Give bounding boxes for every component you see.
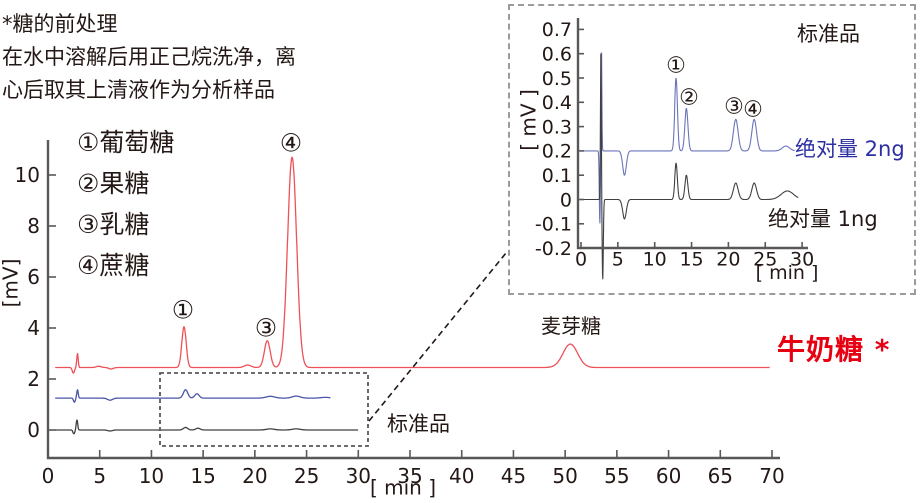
inset-peak1-marker: ①: [666, 53, 686, 79]
note-line-3: 心后取其上清液作为分析样品: [2, 78, 275, 102]
main-standard-label: 标准品: [387, 412, 450, 436]
note-line-1: *糖的前处理: [2, 12, 118, 36]
legend-item-glucose: ①葡萄糖: [77, 128, 175, 157]
sample-prep-note: *糖的前处理 在水中溶解后用正己烷洗净，离 心后取其上清液作为分析样品: [2, 8, 296, 107]
legend-item-fructose: ②果糖: [77, 169, 150, 198]
main-x-tick-label: 55: [604, 464, 629, 488]
inset-x-tick-label: 25: [753, 249, 777, 271]
main-x-tick-label: 60: [656, 464, 681, 488]
main-x-tick-label: 0: [42, 464, 55, 488]
main-peak3-marker: ③: [254, 313, 278, 343]
inset-x-tick-label: 30: [790, 249, 814, 271]
inset-x-tick-label: 10: [643, 249, 667, 271]
main-x-tick-label: 15: [190, 464, 215, 488]
inset-x-tick-label: 5: [612, 249, 624, 271]
legend-item-lactose: ③乳糖: [77, 210, 150, 239]
main-x-tick-label: 5: [93, 464, 106, 488]
sample-name-label: 牛奶糖 *: [777, 333, 891, 366]
maltose-peak-label: 麦芽糖: [541, 314, 601, 338]
inset-y-tick-label: 0.2: [542, 141, 572, 163]
inset-peak3-marker: ③: [724, 94, 744, 120]
note-line-2: 在水中溶解后用正己烷洗净，离: [2, 45, 296, 69]
inset-standard-label: 标准品: [797, 22, 860, 46]
inset-peak4-marker: ④: [743, 97, 763, 123]
peak-legend: ①葡萄糖 ②果糖 ③乳糖 ④蔗糖: [77, 122, 174, 286]
main-y-tick-label: 8: [27, 214, 40, 238]
main-y-tick-label: 0: [27, 418, 40, 442]
main-y-tick-label: 6: [27, 265, 40, 289]
main-x-tick-label: 10: [139, 464, 164, 488]
inset-zoom-frame: [508, 4, 916, 295]
main-peak4-marker: ④: [279, 128, 303, 158]
main-x-tick-label: 35: [397, 464, 422, 488]
main-x-tick-label: 30: [346, 464, 371, 488]
trace-inset-1ng: [583, 53, 799, 280]
inset-y-tick-label: -0.2: [535, 238, 572, 260]
inset-y-tick-label: 0.3: [542, 116, 572, 138]
inset-x-tick-label: 15: [679, 249, 703, 271]
inset-y-tick-label: 0.6: [542, 44, 572, 66]
main-x-tick-label: 50: [552, 464, 577, 488]
inset-y-tick-label: 0.1: [542, 165, 572, 187]
trace-inset-2ng: [583, 52, 795, 224]
inset-y-tick-label: 0.4: [542, 92, 572, 114]
inset-peak2-marker: ②: [679, 85, 699, 111]
trace-standard-2ng: [55, 389, 331, 403]
main-y-tick-label: 10: [15, 163, 40, 187]
main-x-axis-unit: [ min ]: [369, 475, 437, 500]
main-x-tick-label: 65: [708, 464, 733, 488]
main-y-axis-unit: [mV]: [0, 258, 23, 308]
inset-amount-2ng-label: 绝对量 2ng: [795, 137, 905, 161]
zoom-connector-line: [368, 252, 507, 422]
trace-sample-milk-candy: [55, 156, 770, 374]
zoom-region-box: [159, 372, 369, 447]
inset-x-tick-label: 20: [716, 249, 740, 271]
main-x-tick-label: 40: [449, 464, 474, 488]
inset-x-tick-label: 0: [575, 249, 587, 271]
inset-amount-1ng-label: 绝对量 1ng: [768, 207, 878, 231]
inset-chart-group: 0 5 10 15 20 25 300.70.60.50.40.30.20.10-0.1-0…: [535, 18, 814, 280]
legend-item-sucrose: ④蔗糖: [77, 251, 150, 280]
main-y-tick-label: 4: [27, 316, 40, 340]
main-x-tick-label: 70: [759, 464, 784, 488]
inset-y-axis-unit: [ mV ]: [516, 89, 541, 151]
trace-standard-1ng: [55, 419, 359, 435]
main-x-tick-label: 20: [242, 464, 267, 488]
inset-x-axis-unit: [ min ]: [755, 262, 819, 285]
main-x-tick-label: 25: [294, 464, 319, 488]
inset-y-tick-label: -0.1: [535, 214, 572, 236]
main-peak1-marker: ①: [171, 295, 195, 325]
main-x-tick-label: 45: [501, 464, 526, 488]
main-y-tick-label: 2: [27, 367, 40, 391]
inset-y-tick-label: 0.5: [542, 68, 572, 90]
inset-y-tick-label: 0: [560, 189, 572, 211]
inset-y-tick-label: 0.7: [542, 19, 572, 41]
